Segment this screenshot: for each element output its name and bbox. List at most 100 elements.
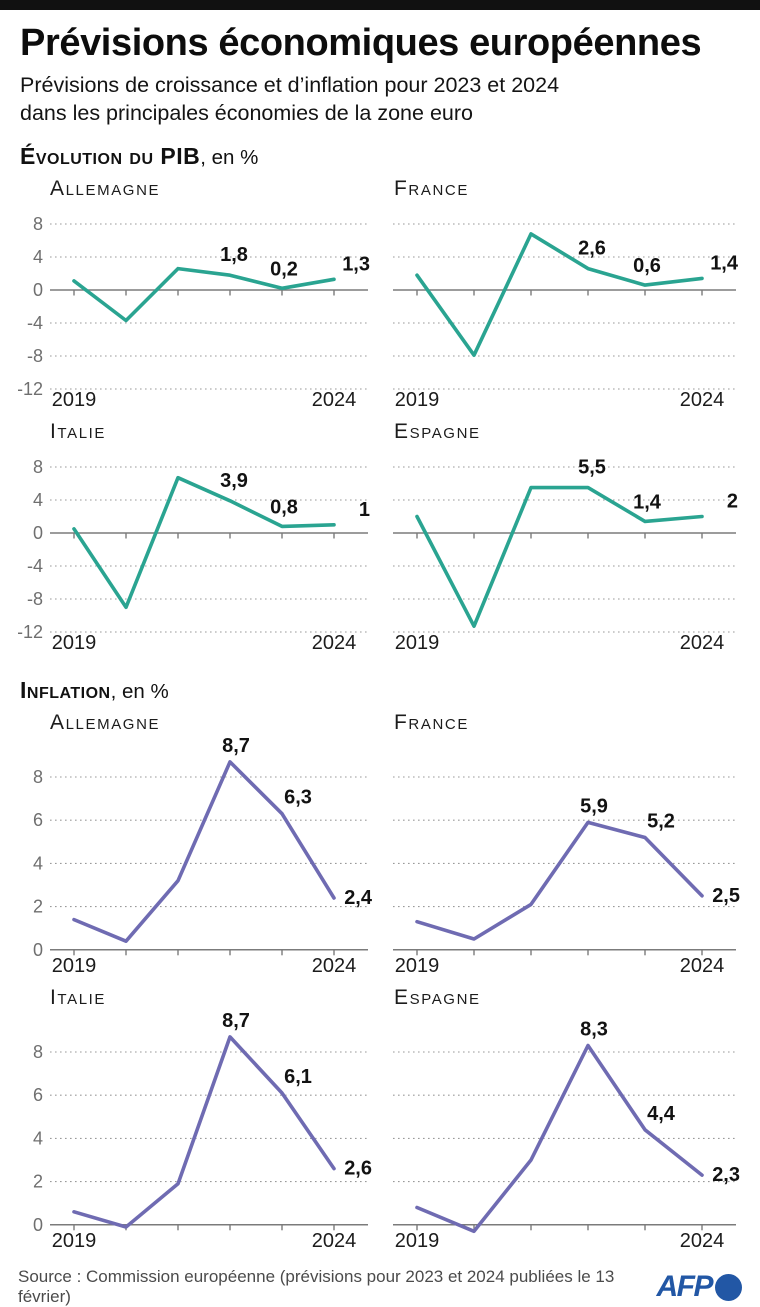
chart-title-gdp-espagne: Espagne [394, 420, 481, 443]
svg-text:2024: 2024 [312, 1230, 357, 1251]
top-black-bar [0, 0, 760, 10]
svg-text:2019: 2019 [52, 632, 97, 653]
infographic: Prévisions économiques européennes Prévi… [0, 22, 760, 1307]
svg-text:2024: 2024 [680, 955, 725, 976]
svg-text:0: 0 [33, 940, 43, 960]
page-title: Prévisions économiques européennes [20, 22, 702, 64]
svg-text:2024: 2024 [680, 632, 725, 653]
svg-text:2: 2 [33, 1172, 43, 1192]
svg-text:8,7: 8,7 [222, 736, 250, 757]
chart-title-inflation-italie: Italie [50, 986, 107, 1009]
inflation-charts-grid: Allemagne 8 6 4 2 0 8,7 6,3 2,4 2019 2024 France … [18, 709, 742, 1251]
svg-text:1,3: 1,3 [342, 253, 370, 275]
svg-text:2024: 2024 [312, 632, 357, 653]
svg-text:0: 0 [33, 1215, 43, 1235]
svg-text:2019: 2019 [52, 389, 97, 410]
afp-logo-circle-icon [715, 1273, 742, 1301]
svg-text:8,3: 8,3 [580, 1019, 608, 1041]
afp-logo-text: AFP [656, 1270, 714, 1303]
chart-cell-inflation-france: France 5,9 5,2 2,5 2019 2024 [386, 709, 742, 976]
svg-text:2: 2 [727, 491, 738, 513]
chart-cell-inflation-espagne: Espagne 8,3 4,4 2,3 2019 2024 [386, 984, 742, 1251]
svg-text:4: 4 [33, 853, 43, 873]
section-heading-inflation-suffix: , en % [110, 680, 169, 703]
svg-text:2024: 2024 [680, 389, 725, 410]
svg-text:6: 6 [33, 810, 43, 830]
afp-logo: AFP [656, 1270, 742, 1304]
chart-cell-inflation-allemagne: Allemagne 8 6 4 2 0 8,7 6,3 2,4 2019 2024 [18, 709, 374, 976]
svg-text:-12: -12 [18, 379, 43, 399]
chart-cell-gdp-allemagne: Allemagne 8 4 0 -4 -8 -12 1,8 0,2 1,3 2019 2024 [18, 175, 374, 410]
svg-text:2024: 2024 [312, 955, 357, 976]
section-heading-gdp: Évolution du PIB, en % [20, 143, 742, 171]
svg-text:5,2: 5,2 [647, 810, 675, 832]
svg-text:6,1: 6,1 [284, 1066, 312, 1088]
svg-text:1,4: 1,4 [633, 491, 662, 513]
footer: Source : Commission européenne (prévisio… [18, 1267, 742, 1307]
svg-text:2019: 2019 [52, 1230, 97, 1251]
svg-text:8: 8 [33, 457, 43, 477]
svg-text:0,2: 0,2 [270, 258, 298, 280]
svg-text:2019: 2019 [395, 1230, 440, 1251]
svg-text:-4: -4 [27, 556, 43, 576]
subtitle-line-1: Prévisions de croissance et d’inflation … [20, 73, 560, 97]
svg-text:2019: 2019 [395, 632, 440, 653]
svg-text:4: 4 [33, 1128, 43, 1148]
svg-text:1,4: 1,4 [710, 252, 739, 274]
svg-text:2,6: 2,6 [578, 238, 606, 260]
svg-text:2024: 2024 [312, 389, 357, 410]
svg-text:3,9: 3,9 [220, 470, 248, 492]
svg-text:4,4: 4,4 [647, 1103, 676, 1125]
chart-cell-gdp-france: France 2,6 0,6 1,4 2019 2024 [386, 175, 742, 410]
svg-text:2: 2 [33, 897, 43, 917]
svg-text:1,8: 1,8 [220, 244, 248, 266]
svg-text:6,3: 6,3 [284, 787, 312, 809]
chart-title-inflation-allemagne: Allemagne [50, 711, 161, 734]
subtitle-line-2: dans les principales économies de la zon… [20, 101, 473, 125]
svg-text:5,9: 5,9 [580, 795, 608, 817]
svg-text:0,6: 0,6 [633, 255, 661, 277]
chart-title-gdp-france: France [394, 177, 469, 200]
svg-text:4: 4 [33, 247, 43, 267]
section-heading-inflation-caps: Inflation [20, 677, 111, 703]
gdp-allemagne-plot: 8 4 0 -4 -8 -12 1,8 0,2 1,3 2019 2024 [18, 202, 374, 410]
svg-text:2,3: 2,3 [712, 1164, 740, 1186]
chart-cell-gdp-espagne: Espagne 5,5 1,4 2 2019 2024 [386, 418, 742, 653]
svg-text:1: 1 [359, 499, 370, 521]
gdp-italie-plot: 8 4 0 -4 -8 -12 3,9 0,8 1 2019 2024 [18, 445, 374, 653]
svg-text:-12: -12 [18, 622, 43, 642]
svg-text:2,6: 2,6 [344, 1158, 372, 1180]
subtitle: Prévisions de croissance et d’inflation … [20, 71, 742, 127]
svg-text:-4: -4 [27, 313, 43, 333]
svg-text:8: 8 [33, 214, 43, 234]
section-heading-inflation: Inflation, en % [20, 677, 742, 705]
svg-text:8: 8 [33, 767, 43, 787]
gdp-charts-grid: Allemagne 8 4 0 -4 -8 -12 1,8 0,2 1,3 2019 2024 Fr… [18, 175, 742, 653]
source-credit: Source : Commission européenne (prévisio… [18, 1267, 615, 1306]
svg-text:2,5: 2,5 [712, 885, 740, 907]
svg-text:0: 0 [33, 280, 43, 300]
inflation-espagne-plot: 8,3 4,4 2,3 2019 2024 [386, 1011, 742, 1251]
svg-text:0: 0 [33, 523, 43, 543]
svg-text:2019: 2019 [52, 955, 97, 976]
svg-text:8,7: 8,7 [222, 1011, 250, 1032]
svg-text:8: 8 [33, 1042, 43, 1062]
chart-cell-gdp-italie: Italie 8 4 0 -4 -8 -12 3,9 0,8 1 2019 2024 [18, 418, 374, 653]
inflation-france-plot: 5,9 5,2 2,5 2019 2024 [386, 736, 742, 976]
inflation-italie-plot: 8 6 4 2 0 8,7 6,1 2,6 2019 2024 [18, 1011, 374, 1251]
svg-text:-8: -8 [27, 589, 43, 609]
inflation-allemagne-plot: 8 6 4 2 0 8,7 6,3 2,4 2019 2024 [18, 736, 374, 976]
section-heading-gdp-suffix: , en % [200, 146, 259, 169]
gdp-espagne-plot: 5,5 1,4 2 2019 2024 [386, 445, 742, 653]
section-heading-gdp-caps: Évolution du PIB [20, 143, 201, 169]
chart-cell-inflation-italie: Italie 8 6 4 2 0 8,7 6,1 2,6 2019 2024 [18, 984, 374, 1251]
svg-text:2024: 2024 [680, 1230, 725, 1251]
chart-title-gdp-allemagne: Allemagne [50, 177, 161, 200]
svg-text:-8: -8 [27, 346, 43, 366]
svg-text:2019: 2019 [395, 955, 440, 976]
svg-text:6: 6 [33, 1085, 43, 1105]
svg-text:2019: 2019 [395, 389, 440, 410]
gdp-france-plot: 2,6 0,6 1,4 2019 2024 [386, 202, 742, 410]
svg-text:5,5: 5,5 [578, 457, 606, 479]
chart-title-inflation-france: France [394, 711, 469, 734]
